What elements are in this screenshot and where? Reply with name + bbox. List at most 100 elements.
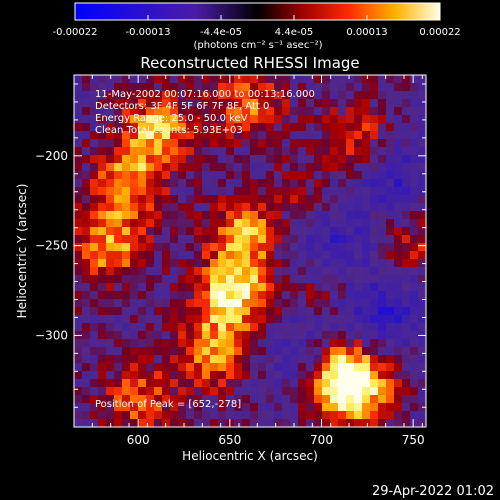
heatmap-cell — [74, 283, 83, 292]
heatmap-cell — [90, 355, 99, 364]
heatmap-cell — [194, 227, 203, 236]
heatmap-cell — [290, 291, 299, 300]
heatmap-cell — [274, 227, 283, 236]
heatmap-cell — [346, 115, 355, 124]
heatmap-cell — [362, 155, 371, 164]
heatmap-cell — [314, 147, 323, 156]
heatmap-cell — [130, 355, 139, 364]
heatmap-cell — [386, 187, 395, 196]
heatmap-cell — [162, 75, 171, 84]
heatmap-cell — [74, 99, 83, 108]
heatmap-cell — [386, 195, 395, 204]
heatmap-cell — [98, 395, 107, 404]
heatmap-cell — [354, 75, 363, 84]
heatmap-cell — [322, 91, 331, 100]
heatmap-cell — [338, 227, 347, 236]
heatmap-cell — [218, 387, 227, 396]
heatmap-cell — [330, 211, 339, 220]
heatmap-cell — [338, 323, 347, 332]
heatmap-cell — [250, 83, 259, 92]
heatmap-cell — [330, 363, 339, 372]
heatmap-cell — [162, 379, 171, 388]
heatmap-cell — [258, 99, 267, 108]
heatmap-cell — [98, 187, 107, 196]
heatmap-cell — [354, 227, 363, 236]
heatmap-cell — [234, 139, 243, 148]
heatmap-cell — [410, 291, 419, 300]
heatmap-cell — [226, 331, 235, 340]
heatmap-cell — [226, 211, 235, 220]
heatmap-cell — [402, 275, 411, 284]
heatmap-cell — [218, 259, 227, 268]
heatmap-cell — [122, 171, 131, 180]
heatmap-cell — [298, 307, 307, 316]
heatmap-cell — [410, 227, 419, 236]
heatmap-cell — [394, 283, 403, 292]
heatmap-cell — [98, 243, 107, 252]
heatmap-cell — [162, 131, 171, 140]
heatmap-cell — [306, 339, 315, 348]
heatmap-cell — [322, 195, 331, 204]
heatmap-cell — [122, 331, 131, 340]
heatmap-cell — [106, 219, 115, 228]
heatmap-cell — [418, 155, 426, 164]
heatmap-cell — [170, 75, 179, 84]
heatmap-cell — [170, 115, 179, 124]
heatmap-cell — [402, 203, 411, 212]
heatmap-cell — [138, 115, 147, 124]
heatmap-cell — [130, 75, 139, 84]
heatmap-cell — [122, 227, 131, 236]
heatmap-cell — [194, 355, 203, 364]
heatmap-cell — [162, 187, 171, 196]
heatmap-cell — [258, 371, 267, 380]
heatmap-cell — [282, 91, 291, 100]
heatmap-cell — [114, 403, 123, 412]
heatmap-cell — [394, 251, 403, 260]
heatmap-cell — [258, 107, 267, 116]
heatmap-cell — [306, 355, 315, 364]
heatmap-cell — [82, 419, 91, 427]
heatmap-cell — [378, 379, 387, 388]
heatmap-cell — [234, 275, 243, 284]
heatmap-cell — [386, 83, 395, 92]
heatmap-cell — [290, 307, 299, 316]
heatmap-cell — [402, 339, 411, 348]
heatmap-cell — [290, 171, 299, 180]
x-tick-label: 650 — [218, 433, 241, 447]
heatmap-cell — [298, 395, 307, 404]
heatmap-cell — [242, 371, 251, 380]
heatmap-cell — [386, 131, 395, 140]
heatmap-cell — [354, 83, 363, 92]
heatmap-cell — [122, 387, 131, 396]
heatmap-cell — [314, 363, 323, 372]
heatmap-cell — [274, 323, 283, 332]
heatmap-cell — [186, 83, 195, 92]
heatmap-cell — [338, 339, 347, 348]
heatmap-cell — [378, 91, 387, 100]
heatmap-cell — [234, 147, 243, 156]
heatmap-cell — [418, 131, 426, 140]
heatmap-cell — [106, 347, 115, 356]
heatmap-cell — [130, 107, 139, 116]
heatmap-cell — [98, 379, 107, 388]
heatmap-cell — [410, 91, 419, 100]
heatmap-cell — [202, 395, 211, 404]
heatmap-cell — [98, 179, 107, 188]
heatmap-cell — [210, 251, 219, 260]
heatmap-cell — [82, 291, 91, 300]
heatmap-cell — [234, 195, 243, 204]
heatmap-cell — [74, 187, 83, 196]
heatmap-cell — [306, 195, 315, 204]
heatmap-cell — [362, 371, 371, 380]
heatmap-cell — [306, 243, 315, 252]
heatmap-cell — [170, 395, 179, 404]
heatmap-cell — [258, 323, 267, 332]
heatmap-cell — [394, 131, 403, 140]
heatmap-cell — [170, 379, 179, 388]
heatmap-cell — [234, 379, 243, 388]
heatmap-cell — [122, 203, 131, 212]
heatmap-cell — [82, 235, 91, 244]
annotation-line: Clean Total counts: 5.93E+03 — [95, 125, 243, 136]
heatmap-cell — [170, 283, 179, 292]
heatmap-cell — [218, 379, 227, 388]
